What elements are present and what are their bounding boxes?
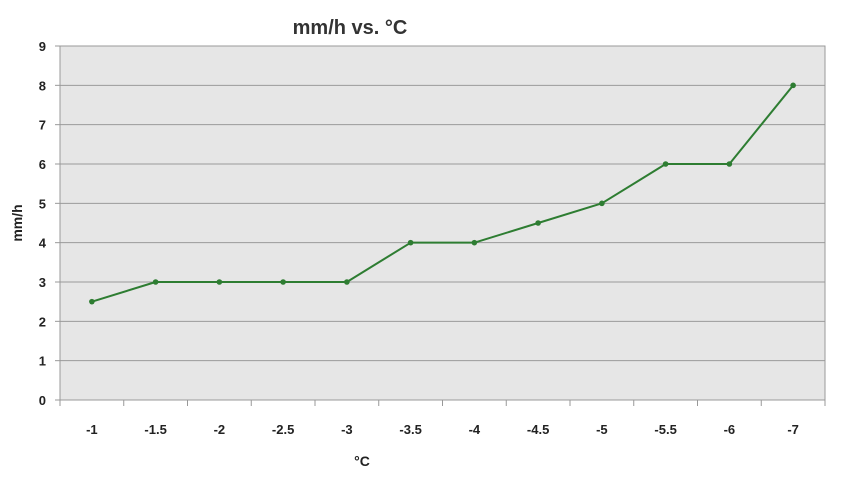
x-tick-label: -1.5	[144, 422, 166, 437]
data-point	[216, 279, 223, 285]
x-tick-label: -6	[724, 422, 736, 437]
y-axis-label: mm/h	[9, 204, 25, 241]
y-tick-label: 1	[39, 354, 46, 369]
x-tick-label: -5	[596, 422, 608, 437]
data-point	[599, 200, 605, 207]
x-tick-label: -5.5	[654, 422, 676, 437]
data-point	[535, 220, 541, 226]
y-tick-label: 5	[39, 196, 46, 211]
x-tick-label: -7	[787, 422, 799, 437]
x-tick-label: -1	[86, 422, 98, 437]
data-point	[344, 279, 350, 285]
x-axis-ticks: -1 -1.5 -2 -2.5 -3 -3.5 -4 -4.5 -5 -5.5 -6 -7	[86, 422, 799, 437]
y-tick-label: 2	[39, 314, 46, 329]
y-axis-ticks: 0 1 2 3 4 5 6 7 8 9	[39, 39, 47, 408]
x-axis-label: °C	[354, 453, 370, 469]
x-tick-label: -2	[214, 422, 226, 437]
data-point	[662, 161, 669, 167]
y-tick-label: 8	[39, 78, 46, 93]
y-tick-label: 0	[39, 393, 46, 408]
y-tick-label: 3	[39, 275, 46, 290]
y-tick-label: 7	[39, 118, 46, 133]
data-point	[726, 161, 733, 167]
data-point	[471, 239, 478, 246]
x-tick-label: -3.5	[399, 422, 421, 437]
data-point	[280, 279, 286, 285]
data-point	[89, 298, 95, 305]
chart-title: mm/h vs. °C	[293, 17, 408, 39]
y-tick-label: 4	[39, 236, 47, 251]
data-point	[152, 279, 159, 285]
x-tick-label: -2.5	[272, 422, 294, 437]
data-point	[790, 82, 796, 89]
y-tick-label: 9	[39, 39, 46, 54]
x-tick-label: -4	[469, 422, 481, 437]
data-point	[407, 239, 414, 246]
y-tick-label: 6	[39, 157, 46, 172]
x-tick-label: -3	[341, 422, 353, 437]
series-group	[89, 82, 796, 305]
axes	[55, 45, 826, 406]
x-tick-label: -4.5	[527, 422, 549, 437]
plot-area	[59, 45, 826, 401]
series-line	[91, 84, 794, 303]
